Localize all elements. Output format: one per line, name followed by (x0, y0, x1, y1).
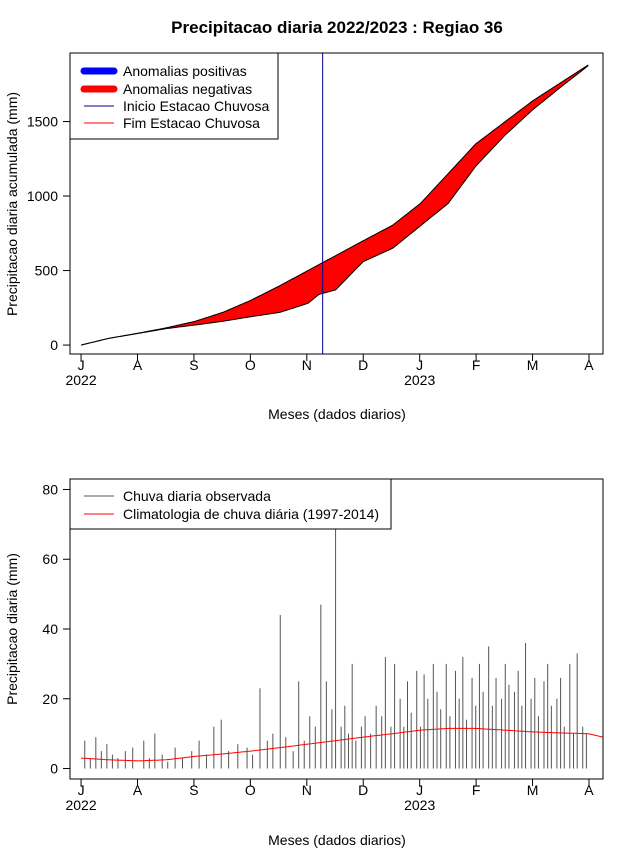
cumulative-chart: Precipitacao diaria 2022/2023 : Regiao 3… (4, 18, 604, 422)
y-tick-label: 500 (35, 263, 59, 279)
x-tick-label: D (358, 782, 368, 798)
daily-x-axis: J A S O N D J F M A 2022 2023 (65, 779, 594, 813)
negative-anomaly-area (81, 64, 589, 346)
y-tick-label: 40 (42, 621, 58, 637)
y-tick-label: 0 (50, 761, 58, 777)
cumulative-x-axis-title: Meses (dados diarios) (268, 406, 406, 422)
cumulative-plot-frame (69, 52, 604, 355)
cumulative-legend: Anomalias positivas Anomalias negativas … (69, 52, 279, 140)
cumulative-x-axis: J A S O N D J F M A 2022 2023 (65, 354, 594, 388)
x-tick-label: F (472, 782, 481, 798)
x-tick-label: A (584, 782, 594, 798)
year-label: 2022 (65, 372, 96, 388)
climatology-cumulative-line (80, 64, 589, 346)
x-tick-label: J (416, 782, 423, 798)
x-tick-label: N (302, 782, 312, 798)
x-tick-label: S (189, 782, 198, 798)
daily-plot-area (81, 524, 604, 769)
year-label: 2023 (404, 797, 435, 813)
legend-label-climatology: Climatologia de chuva diária (1997-2014) (123, 506, 379, 522)
x-tick-label: J (78, 782, 85, 798)
y-tick-label: 1000 (27, 188, 58, 204)
cumulative-plot-area (80, 53, 589, 354)
daily-y-axis-title: Precipitacao diaria (mm) (4, 553, 20, 705)
x-tick-label: N (302, 357, 312, 373)
x-tick-label: S (189, 357, 198, 373)
daily-legend: Chuva diaria observada Climatologia de c… (69, 478, 392, 530)
legend-label-rainy-end: Fim Estacao Chuvosa (123, 115, 260, 131)
x-tick-label: J (416, 357, 423, 373)
year-label: 2023 (404, 372, 435, 388)
y-tick-label: 60 (42, 551, 58, 567)
chart-title: Precipitacao diaria 2022/2023 : Regiao 3… (171, 18, 503, 37)
daily-y-axis: 0 20 40 60 80 (42, 481, 70, 777)
legend-label-negative: Anomalias negativas (123, 81, 252, 97)
observed-cumulative-line (80, 65, 589, 346)
y-tick-label: 1500 (27, 114, 58, 130)
x-tick-label: M (527, 357, 539, 373)
cumulative-y-axis-title: Precipitacao diaria acumulada (mm) (4, 92, 20, 316)
climatology-line (81, 727, 604, 762)
x-tick-label: J (78, 357, 85, 373)
x-tick-label: D (358, 357, 368, 373)
x-tick-label: A (133, 357, 143, 373)
cumulative-legend-box (69, 52, 279, 140)
x-tick-label: O (245, 782, 256, 798)
y-tick-label: 20 (42, 691, 58, 707)
x-tick-label: M (527, 782, 539, 798)
x-tick-label: O (245, 357, 256, 373)
year-label: 2022 (65, 797, 96, 813)
legend-label-rainy-start: Inicio Estacao Chuvosa (123, 98, 270, 114)
y-tick-label: 80 (42, 481, 58, 497)
daily-legend-box (69, 478, 392, 530)
cumulative-y-axis: 0 500 1000 1500 (27, 114, 70, 353)
x-tick-label: A (133, 782, 143, 798)
y-tick-label: 0 (50, 337, 58, 353)
legend-label-positive: Anomalias positivas (123, 63, 247, 79)
x-tick-label: A (584, 357, 594, 373)
daily-x-axis-title: Meses (dados diarios) (268, 832, 406, 848)
daily-chart: 0 20 40 60 80 J A S O N D J F M A 2022 2023 Meses (dado… (4, 478, 604, 848)
x-tick-label: F (472, 357, 481, 373)
legend-label-observed: Chuva diaria observada (123, 488, 271, 504)
